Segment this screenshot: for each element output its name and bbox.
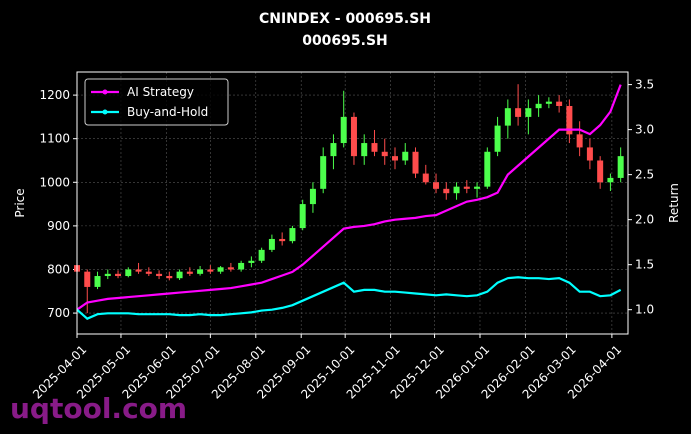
candle-body [145, 271, 152, 274]
return-line [76, 84, 622, 311]
candle-body [268, 238, 275, 250]
y2-tick-label: 3.0 [635, 123, 654, 137]
candle-body [617, 156, 624, 178]
candle-body [217, 267, 224, 272]
y2-tick-label: 2.0 [635, 213, 654, 227]
candle-body [463, 186, 470, 189]
y-tick-label: 1000 [39, 175, 70, 189]
legend-label: AI Strategy [127, 85, 194, 99]
chart-subtitle: 000695.SH [302, 33, 388, 49]
candle-body [299, 204, 306, 229]
candle-body [350, 116, 357, 157]
candle-body [289, 228, 296, 242]
watermark: uqtool.com [10, 392, 187, 425]
candle-body [576, 134, 583, 148]
y-tick-label: 800 [47, 262, 70, 276]
candle-body [504, 108, 511, 126]
y-axis-label: Price [13, 188, 27, 217]
legend-marker [102, 89, 108, 95]
candle-body [515, 108, 522, 117]
candle-body [135, 269, 142, 272]
y2-tick-label: 2.5 [635, 168, 654, 182]
y-tick-label: 700 [47, 306, 70, 320]
candle-body [391, 156, 398, 161]
candle-body [525, 108, 532, 117]
candle-body [330, 143, 337, 157]
candle-body [607, 177, 614, 183]
candle-body [381, 151, 388, 157]
candle-body [94, 276, 101, 287]
candle-body [566, 106, 573, 135]
candle-body [422, 173, 429, 183]
candle-body [176, 271, 183, 279]
y2-tick-label: 1.5 [635, 258, 654, 272]
candle-body [361, 143, 368, 157]
candle-body [453, 186, 460, 194]
y-tick-label: 1200 [39, 88, 70, 102]
legend-box [84, 78, 229, 126]
y2-axis-label: Return [667, 183, 681, 223]
candle-body [340, 116, 347, 144]
y-tick-label: 1100 [39, 132, 70, 146]
candle-body [104, 273, 111, 277]
legend-marker [102, 109, 108, 115]
legend-label: Buy-and-Hold [127, 105, 208, 119]
chart-title: CNINDEX - 000695.SH [259, 11, 431, 27]
candle-body [309, 188, 316, 205]
candle-body [443, 188, 450, 194]
candle-body [433, 182, 440, 189]
candle-body [197, 269, 204, 274]
candle-body [556, 101, 563, 107]
candle-body [545, 101, 552, 104]
return-line [76, 276, 622, 320]
plot-frame [76, 71, 629, 335]
candle-body [258, 249, 265, 261]
candle-body [156, 273, 163, 277]
candle-body [371, 143, 378, 152]
candle-body [484, 151, 491, 187]
candle-body [494, 125, 501, 152]
candle-body [166, 276, 173, 279]
candle-body [238, 262, 245, 270]
candle-body [84, 271, 91, 287]
candle-body [474, 186, 481, 189]
candle-body [320, 156, 327, 189]
candle-body [412, 151, 419, 174]
candle-body [535, 103, 542, 109]
candle-body [279, 238, 286, 242]
y-tick-label: 900 [47, 219, 70, 233]
candle-body [227, 267, 234, 270]
candle-body [248, 260, 255, 263]
y2-tick-label: 3.5 [635, 78, 654, 92]
candle-body [125, 269, 132, 277]
y2-tick-label: 1.0 [635, 303, 654, 317]
candle-body [402, 151, 409, 161]
candle-body [207, 269, 214, 272]
candle-body [115, 273, 122, 277]
candle-body [586, 147, 593, 161]
candle-body [597, 160, 604, 183]
candle-body [186, 271, 193, 274]
